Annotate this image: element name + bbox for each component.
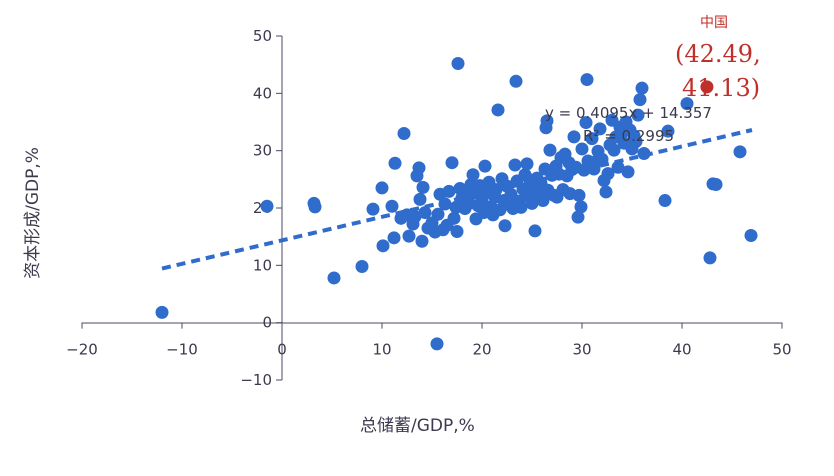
data-point xyxy=(447,211,461,225)
data-point xyxy=(574,200,588,214)
highlight-label-line2: 41.13) xyxy=(682,74,760,102)
data-point xyxy=(402,229,416,243)
data-point xyxy=(536,194,550,208)
x-tick-label: 30 xyxy=(572,341,591,359)
data-point xyxy=(387,231,401,245)
data-point xyxy=(508,158,522,172)
x-tick-label: 50 xyxy=(772,341,791,359)
data-point xyxy=(466,168,480,182)
data-point xyxy=(260,199,274,213)
data-point xyxy=(397,126,411,140)
data-point xyxy=(635,81,649,95)
data-point xyxy=(580,73,594,87)
data-point xyxy=(579,116,593,130)
data-point xyxy=(431,207,445,221)
data-point xyxy=(430,337,444,351)
data-point xyxy=(607,143,621,157)
data-point xyxy=(633,93,647,107)
data-point xyxy=(525,196,539,210)
data-point xyxy=(412,161,426,175)
highlight-point-china xyxy=(700,80,714,94)
data-points xyxy=(155,57,758,351)
data-point xyxy=(631,108,645,122)
data-point xyxy=(442,184,456,198)
data-point xyxy=(611,160,625,174)
data-point xyxy=(543,143,557,157)
y-tick-label: 10 xyxy=(253,256,272,274)
data-point xyxy=(451,57,465,71)
data-point xyxy=(491,103,505,117)
x-tick-label: 10 xyxy=(372,341,391,359)
highlight-name: 中国 xyxy=(700,15,728,31)
data-point xyxy=(744,229,758,243)
data-point xyxy=(520,157,534,171)
data-point xyxy=(408,210,422,224)
data-point xyxy=(514,200,528,214)
y-tick-label: 50 xyxy=(253,27,272,45)
data-point xyxy=(661,124,675,138)
data-point xyxy=(376,239,390,253)
data-point xyxy=(413,192,427,206)
x-axis-title: 总储蓄/GDP,% xyxy=(360,416,475,436)
data-point xyxy=(629,134,643,148)
data-point xyxy=(709,177,723,191)
data-point xyxy=(621,165,635,179)
x-tick-label: 20 xyxy=(472,341,491,359)
data-point xyxy=(388,156,402,170)
data-point xyxy=(445,156,459,170)
data-point xyxy=(415,234,429,248)
data-point xyxy=(478,159,492,173)
y-tick-label: 0 xyxy=(262,314,272,332)
data-point xyxy=(450,225,464,239)
y-tick-label: 30 xyxy=(253,142,272,160)
data-point xyxy=(498,219,512,233)
data-point xyxy=(572,188,586,202)
data-point xyxy=(308,200,322,214)
x-tick-label: 0 xyxy=(277,341,287,359)
data-point xyxy=(585,132,599,146)
y-tick-label: 40 xyxy=(253,84,272,102)
trendline-equation: y = 0.4095x + 14.357 xyxy=(545,104,712,122)
y-axis-title: 资本形成/GDP,% xyxy=(23,147,43,279)
data-point xyxy=(680,97,694,111)
data-point xyxy=(489,183,503,197)
data-point xyxy=(528,224,542,238)
x-tick-label: −20 xyxy=(66,341,98,359)
data-point xyxy=(509,74,523,88)
r-squared-label: R² = 0.2995 xyxy=(583,127,674,145)
y-tick-group: 50403020100−10 xyxy=(240,27,282,389)
data-point xyxy=(375,181,389,195)
x-tick-label: 40 xyxy=(672,341,691,359)
data-point xyxy=(575,142,589,156)
data-point xyxy=(733,145,747,159)
data-point xyxy=(658,194,672,208)
data-point xyxy=(593,122,607,136)
data-point xyxy=(418,206,432,220)
y-tick-label: −10 xyxy=(240,371,272,389)
highlight-label-line1: (42.49, xyxy=(675,40,761,68)
x-tick-label: −10 xyxy=(166,341,198,359)
data-point xyxy=(599,185,613,199)
data-point xyxy=(327,271,341,285)
data-point xyxy=(567,130,581,144)
data-point xyxy=(366,202,380,216)
x-tick-group: −20 −10 0 10 20 30 40 50 xyxy=(66,322,792,359)
data-point xyxy=(155,305,169,319)
data-point xyxy=(385,199,399,213)
trendline xyxy=(161,128,753,271)
data-point xyxy=(601,167,615,181)
data-point xyxy=(416,180,430,194)
data-point xyxy=(540,114,554,128)
data-point xyxy=(355,259,369,273)
data-point xyxy=(703,251,717,265)
data-point xyxy=(571,210,585,224)
